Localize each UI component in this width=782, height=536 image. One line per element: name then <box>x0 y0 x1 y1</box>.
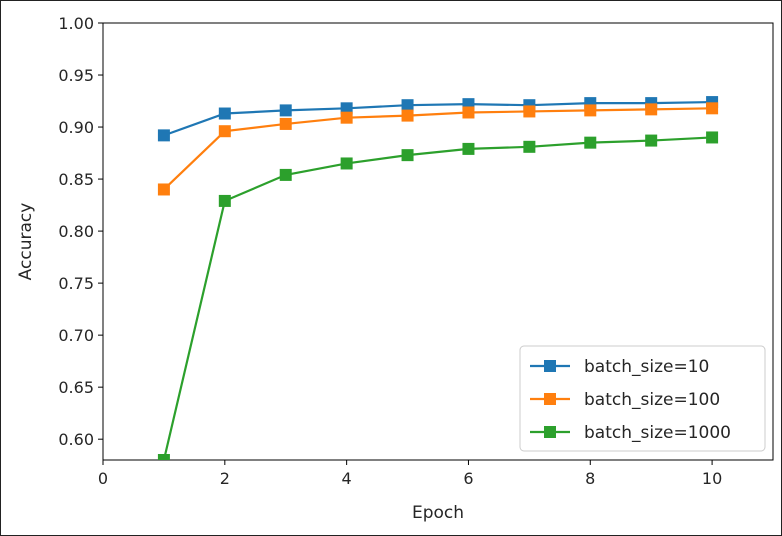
x-tick-label: 10 <box>702 469 722 488</box>
y-tick-label: 0.80 <box>58 222 94 241</box>
data-point <box>218 125 231 138</box>
data-point <box>584 136 597 149</box>
y-tick-label: 0.85 <box>58 170 94 189</box>
y-tick-label: 0.75 <box>58 274 94 293</box>
legend-entry: batch_size=100 <box>530 390 720 410</box>
data-point <box>218 107 231 120</box>
y-tick-label: 0.65 <box>58 378 94 397</box>
data-point <box>340 102 353 115</box>
data-point <box>218 194 231 207</box>
series-2 <box>157 102 719 196</box>
x-tick-label: 4 <box>342 469 352 488</box>
axes <box>102 22 774 461</box>
data-point <box>584 104 597 117</box>
legend-label: batch_size=100 <box>584 390 720 410</box>
legend: batch_size=10 batch_size=100 batch_size=10… <box>519 345 766 452</box>
x-tick-label: 2 <box>220 469 230 488</box>
legend-box <box>519 345 766 452</box>
x-axis-title: Epoch <box>412 503 464 523</box>
data-point <box>157 183 170 196</box>
data-point <box>340 111 353 124</box>
legend-label: batch_size=1000 <box>584 423 731 443</box>
data-point <box>401 109 414 122</box>
data-point <box>279 104 292 117</box>
series-line <box>163 100 713 137</box>
data-point <box>279 168 292 181</box>
y-axis-title: Accuracy <box>16 203 36 281</box>
data-point <box>462 106 475 119</box>
data-point <box>157 129 170 142</box>
data-point <box>401 149 414 162</box>
legend-entry: batch_size=1000 <box>530 423 731 443</box>
y-tick-label: 0.90 <box>58 118 94 137</box>
y-tick-label: 1.00 <box>58 14 94 33</box>
data-point <box>706 102 719 115</box>
series-1 <box>157 96 719 142</box>
data-point <box>279 117 292 130</box>
series-line <box>162 136 713 460</box>
series-line <box>163 107 713 191</box>
legend-label: batch_size=10 <box>584 357 709 377</box>
data-point <box>706 131 719 144</box>
series-3 <box>157 131 719 460</box>
data-point <box>523 140 536 153</box>
plot-area-border <box>102 22 774 461</box>
data-point <box>462 142 475 155</box>
tick-layer: 0 2 4 6 8 10 0.60 0.65 0.70 0.75 0.80 0.85 0.90 0.95 1… <box>58 14 722 488</box>
legend-marker <box>544 426 556 438</box>
data-point <box>645 103 658 116</box>
y-tick-label: 0.60 <box>58 430 94 449</box>
x-tick-label: 0 <box>98 469 108 488</box>
legend-marker <box>544 393 556 405</box>
data-point <box>340 157 353 170</box>
y-tick-label: 0.95 <box>58 66 94 85</box>
y-tick-label: 0.70 <box>58 326 94 345</box>
legend-marker <box>544 360 556 372</box>
data-point <box>157 454 170 460</box>
legend-entry: batch_size=10 <box>530 357 709 377</box>
x-tick-label: 8 <box>585 469 595 488</box>
series-layer <box>157 96 719 460</box>
data-point <box>401 99 414 112</box>
data-point <box>523 105 536 118</box>
x-tick-label: 6 <box>463 469 473 488</box>
data-point <box>645 134 658 147</box>
